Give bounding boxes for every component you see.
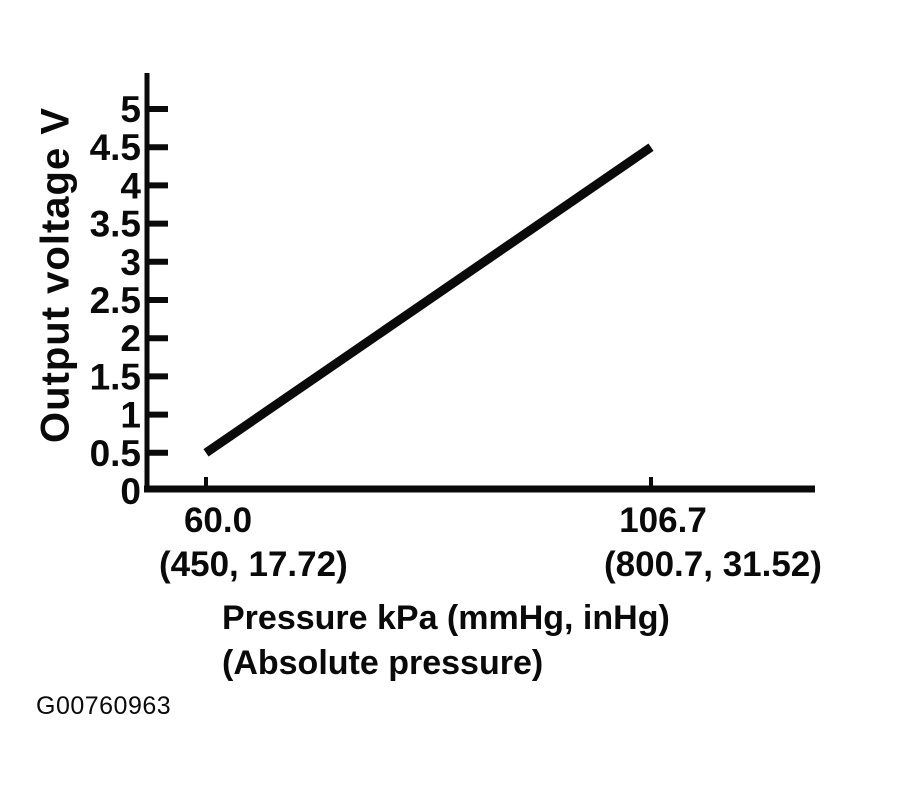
figure-id: G00760963 <box>36 692 172 720</box>
x-axis-title: Pressure kPa (mmHg, inHg) (Absolute pres… <box>222 596 670 686</box>
y-axis-title: Output voltage V <box>33 107 78 443</box>
x-axis-title-line2: (Absolute pressure) <box>222 644 544 682</box>
y-tick-label: 1 <box>120 395 141 436</box>
y-tick-label: 2 <box>120 318 141 359</box>
x-tick-sublabel: (450, 17.72) <box>159 545 348 584</box>
y-tick-label: 4.5 <box>90 127 141 168</box>
y-tick-label: 2.5 <box>90 280 141 321</box>
x-tick-label: 60.0 <box>184 501 252 540</box>
x-tick-sublabel: (800.7, 31.52) <box>604 545 822 584</box>
y-tick-label: 0.5 <box>90 433 141 474</box>
y-tick-label: 5 <box>120 89 141 130</box>
y-tick-label: 3 <box>120 242 141 283</box>
y-tick-label: 1.5 <box>90 356 141 397</box>
sensor-output-line <box>203 143 654 457</box>
y-tick-label: 0 <box>120 471 141 512</box>
x-axis-title-line1: Pressure kPa (mmHg, inHg) <box>222 599 670 637</box>
y-tick-label: 4 <box>120 165 141 206</box>
y-tick-label: 3.5 <box>90 204 141 245</box>
x-tick-label: 106.7 <box>619 501 707 540</box>
